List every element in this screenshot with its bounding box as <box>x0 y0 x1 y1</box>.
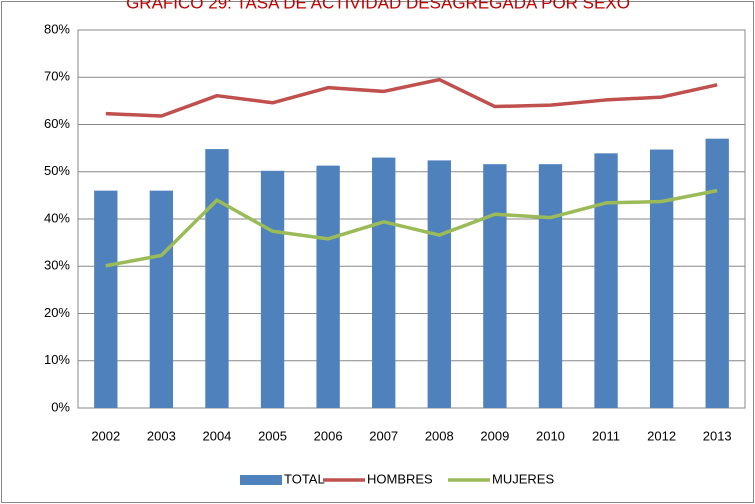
y-tick-label: 20% <box>44 305 70 320</box>
x-tick-label: 2010 <box>536 428 565 443</box>
chart-title: GRÁFICO 29: TASA DE ACTIVIDAD DESAGREGAD… <box>126 0 630 12</box>
x-tick-label: 2008 <box>425 428 454 443</box>
bar <box>260 170 285 408</box>
y-tick-label: 70% <box>44 69 70 84</box>
bar <box>649 149 674 409</box>
x-tick-label: 2002 <box>91 428 120 443</box>
line <box>105 188 718 268</box>
x-tick-label: 2004 <box>202 428 231 443</box>
x-tick-label: 2011 <box>592 428 620 443</box>
y-tick-label: 0% <box>51 399 70 414</box>
y-tick-label: 10% <box>44 352 70 367</box>
x-tick-label: 2012 <box>647 428 676 443</box>
bar <box>372 157 396 408</box>
x-tick-label: 2009 <box>480 428 509 443</box>
x-tick-label: 2007 <box>369 428 398 443</box>
bar <box>427 160 451 408</box>
bar <box>205 149 229 408</box>
y-tick-label: 60% <box>44 116 70 131</box>
x-tick-label: 2005 <box>258 428 287 443</box>
x-tick-label: 2006 <box>314 428 343 443</box>
y-tick-label: 50% <box>44 163 70 178</box>
plot-border <box>77 29 746 409</box>
bar <box>94 190 118 408</box>
legend-label: TOTAL <box>284 471 325 486</box>
bar <box>538 164 563 408</box>
y-tick-label: 40% <box>44 210 70 225</box>
legend-swatch <box>240 475 282 485</box>
legend-label: MUJERES <box>492 471 554 486</box>
x-tick-label: 2003 <box>147 428 176 443</box>
x-tick-label: 2013 <box>703 428 732 443</box>
bar <box>316 165 340 408</box>
bar <box>483 164 507 408</box>
y-tick-label: 80% <box>44 21 70 36</box>
bar <box>705 138 729 409</box>
bar <box>594 153 618 408</box>
bar <box>149 190 174 408</box>
line <box>105 77 718 118</box>
y-tick-label: 30% <box>44 258 70 273</box>
legend-label: HOMBRES <box>367 471 433 486</box>
